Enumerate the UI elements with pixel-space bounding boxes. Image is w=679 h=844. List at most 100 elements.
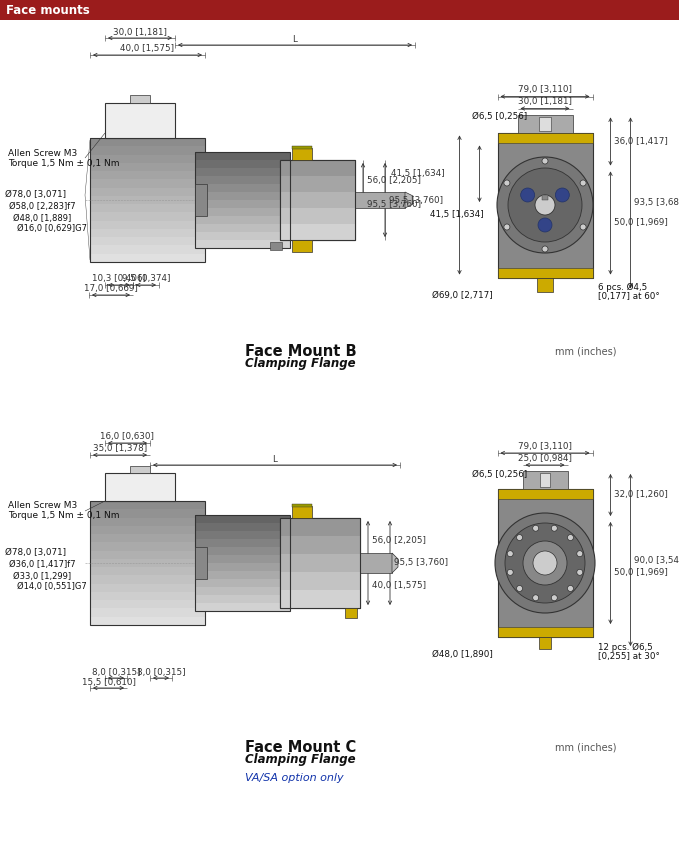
Bar [90, 526, 205, 534]
Bar [195, 563, 290, 571]
Bar [195, 176, 290, 184]
Bar [280, 518, 360, 608]
Bar [0, 0, 679, 20]
Bar [539, 116, 551, 131]
Bar [523, 471, 568, 489]
Circle shape [580, 224, 586, 230]
Bar [195, 224, 290, 232]
Bar [292, 146, 312, 149]
Bar [90, 163, 205, 171]
Circle shape [538, 218, 552, 232]
Bar [292, 240, 312, 252]
Bar [90, 559, 205, 567]
Bar [195, 184, 290, 192]
Circle shape [497, 157, 593, 253]
Text: 41,5 [1,634]: 41,5 [1,634] [430, 210, 483, 219]
Text: 50,0 [1,969]: 50,0 [1,969] [614, 569, 668, 577]
Bar [90, 576, 205, 584]
Bar [105, 473, 175, 501]
Text: [0,177] at 60°: [0,177] at 60° [598, 292, 659, 301]
Circle shape [568, 534, 574, 540]
Text: 15,5 [0,610]: 15,5 [0,610] [81, 678, 136, 686]
Bar [195, 531, 290, 539]
Bar [292, 148, 312, 160]
Bar [195, 192, 290, 200]
Polygon shape [392, 553, 398, 573]
Text: Ø48,0 [1,889]: Ø48,0 [1,889] [13, 214, 71, 223]
Circle shape [507, 570, 513, 576]
Text: Clamping Flange: Clamping Flange [245, 358, 356, 371]
Bar [195, 184, 207, 216]
Circle shape [555, 188, 569, 202]
Circle shape [505, 523, 585, 603]
Bar [280, 160, 355, 240]
Text: Ø6,5 [0,256]: Ø6,5 [0,256] [472, 112, 527, 121]
Bar [517, 115, 572, 133]
Text: 8,0 [0,315]: 8,0 [0,315] [136, 668, 185, 677]
Text: 36,0 [1,417]: 36,0 [1,417] [614, 137, 668, 146]
Circle shape [517, 534, 523, 540]
Text: 9,5 [0,374]: 9,5 [0,374] [122, 274, 170, 284]
Text: 90,0 [3,543]: 90,0 [3,543] [634, 555, 679, 565]
Text: Face mounts: Face mounts [6, 3, 90, 17]
Text: 79,0 [3,110]: 79,0 [3,110] [518, 441, 572, 451]
Bar [90, 237, 205, 246]
Text: 17,0 [0,669]: 17,0 [0,669] [84, 284, 138, 294]
Bar [280, 192, 355, 208]
Text: mm (inches): mm (inches) [555, 347, 617, 357]
Bar [498, 627, 593, 637]
Bar [280, 572, 360, 590]
Text: 95,5 [3,760]: 95,5 [3,760] [367, 201, 422, 209]
Text: 30,0 [1,181]: 30,0 [1,181] [518, 97, 572, 106]
Bar [195, 579, 290, 587]
Circle shape [504, 180, 510, 186]
Bar [195, 595, 290, 603]
Bar [195, 152, 290, 160]
Text: Ø16,0 [0,629]G7: Ø16,0 [0,629]G7 [17, 225, 87, 234]
Bar [90, 146, 205, 154]
Bar [130, 95, 150, 103]
Bar [195, 208, 290, 216]
Text: Ø78,0 [3,071]: Ø78,0 [3,071] [5, 191, 66, 199]
Bar [90, 138, 205, 146]
Circle shape [576, 550, 583, 557]
Text: [0,255] at 30°: [0,255] at 30° [598, 652, 659, 661]
Bar [195, 547, 207, 579]
Text: 40,0 [1,575]: 40,0 [1,575] [372, 581, 426, 590]
Text: L: L [293, 35, 297, 44]
Bar [195, 555, 290, 563]
Circle shape [508, 168, 582, 242]
Circle shape [551, 525, 557, 531]
Bar [90, 254, 205, 262]
Bar [292, 506, 312, 518]
Bar [90, 229, 205, 237]
Bar [90, 213, 205, 220]
Bar [280, 518, 360, 608]
Bar [280, 518, 360, 536]
Text: 40,0 [1,575]: 40,0 [1,575] [120, 45, 175, 53]
Bar [280, 536, 360, 554]
Text: Allen Screw M3: Allen Screw M3 [8, 501, 77, 511]
Text: 50,0 [1,969]: 50,0 [1,969] [614, 219, 668, 228]
Circle shape [576, 570, 583, 576]
Bar [195, 603, 290, 611]
Text: Face Mount B: Face Mount B [245, 344, 356, 360]
Bar [270, 242, 282, 250]
Text: VA/SA option only: VA/SA option only [245, 773, 344, 783]
Circle shape [521, 188, 534, 202]
Bar [195, 587, 290, 595]
Text: 12 pcs. Ø6,5: 12 pcs. Ø6,5 [598, 642, 653, 652]
Bar [90, 534, 205, 543]
Bar [90, 154, 205, 163]
Bar [90, 204, 205, 213]
Bar [105, 103, 175, 138]
Text: 56,0 [2,205]: 56,0 [2,205] [367, 176, 421, 185]
Circle shape [535, 195, 555, 215]
Bar [195, 200, 290, 208]
Bar [280, 554, 360, 572]
Bar [498, 489, 593, 637]
Bar [90, 600, 205, 609]
Text: Ø69,0 [2,717]: Ø69,0 [2,717] [432, 291, 492, 300]
Text: 79,0 [3,110]: 79,0 [3,110] [518, 85, 572, 94]
Text: Ø33,0 [1,299]: Ø33,0 [1,299] [13, 571, 71, 581]
